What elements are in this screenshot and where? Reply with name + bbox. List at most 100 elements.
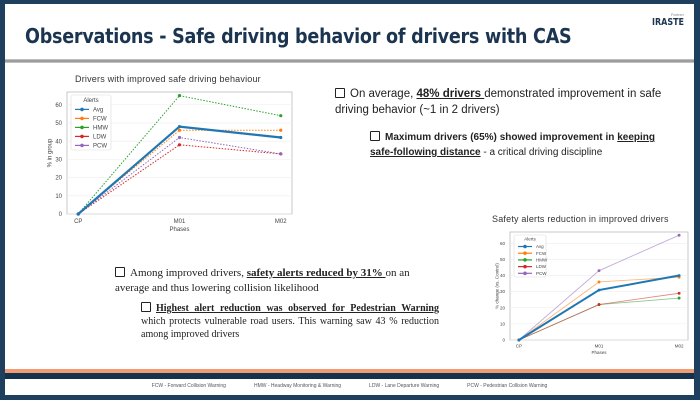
bullet-average-improvement: On average, 48% drivers demonstrated imp… — [335, 86, 665, 118]
x-axis-label: Phases — [169, 227, 189, 231]
data-point-pcw — [677, 233, 681, 237]
legend-label-hmw: HMW — [536, 257, 548, 262]
bullet-text: On average, — [350, 88, 417, 100]
chart-alerts-reduction: 0 10 20 30 40 50 60 CP M01 M02 Phases % change (vs.… — [494, 231, 689, 355]
checkbox-bullet-icon — [115, 267, 125, 277]
y-axis-label: % change (vs. Control) — [494, 263, 499, 309]
legend-label-fcw: FCW — [93, 117, 107, 123]
x-tick-label: CP — [516, 344, 522, 349]
data-point-ldw — [677, 291, 681, 295]
data-point-fcw — [597, 280, 601, 284]
data-point-pcw — [597, 269, 601, 273]
bullet-text: which protects vulnerable road users. Th… — [141, 316, 439, 340]
legend-label-fcw: FCW — [536, 251, 547, 256]
data-point-hmw — [677, 296, 681, 300]
data-point-hmw — [177, 94, 182, 98]
y-tick-label: 0 — [502, 338, 505, 343]
bullet-highlight: keeping safe-following distance — [370, 132, 655, 158]
legend-marker-ldw — [80, 134, 84, 139]
series-line-hmw — [77, 95, 281, 215]
legend-label-hmw: HMW — [93, 126, 108, 132]
legend-label-ldw: LDW — [93, 135, 107, 141]
data-point-pcw — [279, 152, 283, 156]
y-tick-label: 40 — [55, 139, 62, 145]
bullet-pedestrian-warning: Highest alert reduction was observed for… — [141, 302, 439, 341]
y-tick-label: 60 — [500, 241, 506, 246]
logo-caption: Partner — [670, 12, 684, 17]
y-tick-label: 40 — [500, 273, 506, 278]
legend-marker-pcw — [523, 271, 527, 276]
y-tick-label: 60 — [55, 103, 62, 109]
legend-marker-avg — [523, 244, 527, 249]
series-line-ldw — [77, 144, 281, 215]
checkbox-bullet-icon — [370, 131, 380, 141]
legend-label-avg: Avg — [93, 108, 103, 114]
footer-abbreviations: FCW - Forward Collision Warning HMW - He… — [5, 383, 694, 389]
legend-marker-ldw — [523, 264, 527, 269]
bullet-text: Among improved drivers, — [130, 267, 247, 279]
x-axis-label: Phases — [591, 350, 607, 355]
title-divider — [5, 59, 694, 63]
x-tick-label: CP — [74, 219, 82, 225]
slide-title: Observations - Safe driving behavior of … — [25, 24, 572, 48]
data-point-avg — [677, 274, 681, 277]
legend-marker-fcw — [523, 251, 527, 256]
legend-label-pcw: PCW — [93, 144, 107, 150]
data-point-avg — [517, 338, 521, 342]
legend-marker-avg — [80, 107, 84, 112]
y-axis-label: % in group — [47, 138, 53, 167]
checkbox-bullet-icon — [335, 88, 345, 98]
legend-title: Alerts — [83, 98, 98, 104]
bullet-highlight: safety alerts reduced by 31% — [246, 267, 386, 279]
bullet-text: on an average and thus lowering collisio… — [115, 267, 410, 294]
data-point-avg — [76, 212, 80, 216]
y-tick-label: 0 — [59, 212, 63, 218]
data-point-ldw — [177, 143, 182, 147]
chart2-title: Safety alerts reduction in improved driv… — [492, 214, 669, 224]
x-tick-label: M02 — [275, 219, 287, 225]
y-tick-label: 50 — [55, 121, 62, 127]
y-tick-label: 20 — [500, 305, 506, 310]
footer-accent-bar — [5, 369, 694, 373]
footer-hmw: HMW - Headway Monitoring & Warning — [253, 383, 342, 389]
footer-ldw: LDW - Lane Departure Warning — [369, 383, 440, 389]
chart-improved-drivers: 0 10 20 30 40 50 60 CP M01 M02 Phases % in group Ale… — [47, 91, 293, 231]
bullet-highlight: 48% drivers — [416, 88, 485, 100]
chart1-title: Drivers with improved safe driving behav… — [75, 74, 261, 84]
legend-label-avg: Avg — [536, 244, 544, 249]
slide: Observations - Safe driving behavior of … — [5, 4, 694, 395]
x-tick-label: M01 — [174, 219, 186, 225]
y-tick-label: 10 — [500, 321, 506, 326]
bullet-max-drivers: Maximum drivers (65%) showed improvement… — [370, 130, 655, 160]
data-point-ldw — [597, 303, 601, 306]
data-point-avg — [177, 124, 182, 129]
legend-marker-hmw — [523, 258, 527, 262]
legend-marker-fcw — [80, 116, 84, 121]
y-tick-label: 20 — [55, 176, 62, 182]
bullet-alerts-reduced: Among improved drivers, safety alerts re… — [115, 266, 440, 296]
footer-fcw: FCW - Forward Collision Warning — [151, 383, 226, 389]
data-point-hmw — [279, 114, 283, 118]
footer-pcw: PCW - Pedestrian Collision Warning — [467, 383, 548, 389]
legend-label-pcw: PCW — [536, 271, 547, 276]
y-tick-label: 50 — [500, 257, 506, 262]
series-line-fcw — [77, 129, 281, 215]
y-tick-label: 10 — [55, 194, 62, 200]
bullet-text: Maximum drivers (65%) showed improvement… — [385, 132, 618, 143]
data-point-fcw — [279, 128, 283, 132]
data-point-avg — [597, 288, 601, 292]
data-point-pcw — [177, 135, 182, 140]
legend-marker-hmw — [80, 125, 84, 130]
bullet-text: demonstrated improvement in safe driving… — [335, 88, 662, 116]
legend-title: Alerts — [524, 237, 536, 242]
logo-text: IRASTE — [651, 17, 684, 28]
logo: Partner IRASTE — [644, 12, 684, 28]
bullet-highlight: Highest alert reduction was observed for… — [156, 303, 439, 314]
x-tick-label: M01 — [595, 344, 604, 349]
y-tick-label: 30 — [500, 289, 506, 294]
data-point-avg — [279, 135, 283, 140]
x-tick-label: M02 — [675, 344, 684, 349]
data-point-fcw — [177, 128, 182, 132]
legend-label-ldw: LDW — [536, 264, 547, 269]
bullet-text: - a critical driving discipline — [480, 147, 603, 158]
